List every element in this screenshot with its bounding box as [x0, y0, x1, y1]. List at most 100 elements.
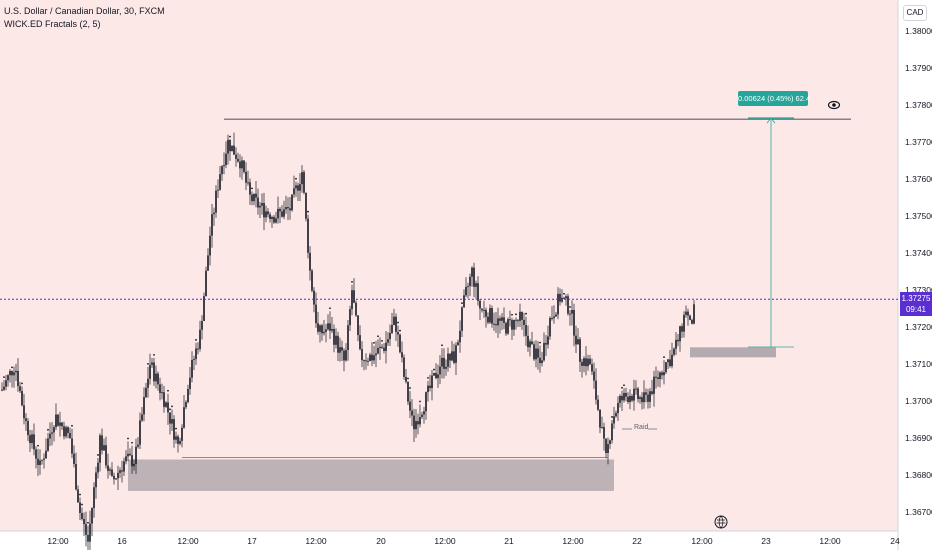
candle-body: [623, 392, 625, 401]
fractal-marker: [167, 389, 169, 392]
candle-body: [311, 270, 313, 291]
eye-icon[interactable]: [828, 100, 840, 110]
candle-body: [517, 320, 519, 322]
candle-body: [267, 211, 269, 215]
candle-body: [235, 154, 237, 159]
candle-body: [23, 405, 25, 419]
fractal-marker: [419, 400, 421, 403]
candle-body: [565, 296, 567, 299]
candle-body: [589, 358, 591, 365]
fractal-marker: [461, 302, 463, 305]
fractal-marker: [511, 313, 513, 316]
candle-body: [85, 524, 87, 535]
candle-body: [359, 335, 361, 350]
candle-body: [571, 310, 573, 314]
candle-body: [73, 453, 75, 464]
candle-body: [573, 310, 575, 336]
candle-body: [475, 283, 477, 287]
candle-body: [143, 397, 145, 415]
candle-body: [329, 323, 331, 331]
candle-body: [153, 362, 155, 382]
fractal-marker: [175, 427, 177, 430]
candle-body: [133, 463, 135, 467]
fractal-marker: [21, 382, 23, 385]
fractal-marker: [87, 521, 89, 524]
fractal-marker: [377, 335, 379, 338]
fractal-marker: [251, 187, 253, 190]
candle-body: [35, 449, 37, 459]
candle-body: [223, 165, 225, 167]
candle-body: [661, 372, 663, 376]
candle-body: [431, 375, 433, 389]
candle-body: [567, 296, 569, 314]
candle-body: [137, 444, 139, 447]
candle-body: [213, 212, 215, 215]
candle-body: [693, 304, 695, 324]
candle-body: [657, 377, 659, 379]
raid-annotation[interactable]: Raid: [634, 424, 649, 431]
candle-body: [247, 182, 249, 184]
candle-body: [363, 360, 365, 362]
candle-body: [47, 438, 49, 451]
candle-body: [605, 438, 607, 453]
candle-body: [483, 309, 485, 311]
candle-body: [309, 252, 311, 271]
fractal-marker: [71, 424, 73, 427]
price-range-measure-label[interactable]: 0.00624 (0.45%) 62.4: [738, 91, 810, 106]
currency-button[interactable]: CAD: [903, 5, 927, 21]
candle-body: [313, 290, 315, 305]
candle-body: [511, 320, 513, 330]
candle-body: [149, 364, 151, 379]
fractal-marker: [37, 444, 39, 447]
candle-body: [485, 309, 487, 317]
price-tick-label: 1.37100: [905, 359, 932, 369]
candle-body: [233, 145, 235, 155]
indicator-legend[interactable]: WICK.ED Fractals (2, 5): [4, 19, 101, 29]
fractal-marker: [399, 329, 401, 332]
candle-body: [677, 339, 679, 342]
time-tick-label: 23: [761, 536, 771, 546]
candle-body: [467, 286, 469, 288]
candle-body: [115, 478, 117, 480]
candle-body: [279, 208, 281, 212]
candle-body: [591, 364, 593, 372]
candle-body: [607, 444, 609, 453]
candle-body: [381, 346, 383, 348]
candle-body: [671, 354, 673, 367]
candle-body: [7, 375, 9, 381]
candle-body: [269, 214, 271, 220]
fractal-marker: [169, 408, 171, 411]
symbol-legend[interactable]: U.S. Dollar / Canadian Dollar, 30, FXCM: [4, 6, 165, 16]
candle-body: [357, 315, 359, 336]
price-tick-label: 1.37000: [905, 396, 932, 406]
candle-body: [297, 185, 299, 191]
candle-body: [527, 335, 529, 348]
candle-body: [463, 295, 465, 308]
candle-body: [375, 353, 377, 356]
globe-clock-icon[interactable]: [714, 515, 728, 529]
candle-body: [275, 218, 277, 223]
candle-body: [53, 427, 55, 433]
candle-body: [691, 319, 693, 324]
candle-body: [179, 440, 181, 444]
fractal-marker: [131, 441, 133, 444]
candle-body: [543, 342, 545, 361]
candle-body: [355, 302, 357, 316]
candle-body: [19, 386, 21, 391]
candle-body: [193, 359, 195, 361]
candle-body: [167, 402, 169, 413]
candle-body: [637, 388, 639, 399]
candle-body: [509, 319, 511, 321]
candle-body: [93, 487, 95, 509]
candle-body: [581, 361, 583, 366]
candle-body: [27, 420, 29, 436]
current-price-value: 1.37275: [901, 294, 931, 303]
candle-body: [343, 350, 345, 361]
candle-body: [109, 469, 111, 471]
fractal-marker: [11, 366, 13, 369]
candle-body: [515, 319, 517, 321]
candle-body: [369, 354, 371, 362]
candle-body: [209, 235, 211, 256]
